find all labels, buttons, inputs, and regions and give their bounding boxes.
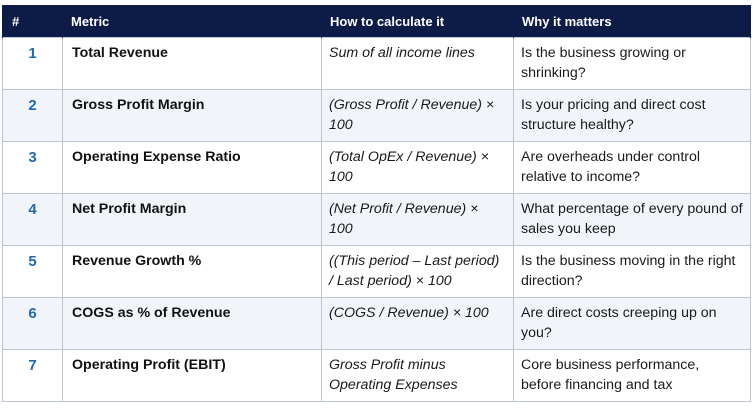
header-number: # bbox=[2, 5, 63, 38]
row-number: 7 bbox=[2, 349, 63, 402]
header-metric: Metric bbox=[62, 5, 322, 38]
why-it-matters: Is the business growing or shrinking? bbox=[513, 37, 751, 90]
row-number: 2 bbox=[2, 89, 63, 142]
metric-name: Total Revenue bbox=[62, 37, 322, 90]
why-it-matters: Is your pricing and direct cost structur… bbox=[513, 89, 751, 142]
calculation-formula: Gross Profit minus Operating Expenses bbox=[321, 349, 514, 402]
why-it-matters: What percentage of every pound of sales … bbox=[513, 193, 751, 246]
why-it-matters: Is the business moving in the right dire… bbox=[513, 245, 751, 298]
calculation-formula: ((This period – Last period) / Last peri… bbox=[321, 245, 514, 298]
calculation-formula: (Gross Profit / Revenue) × 100 bbox=[321, 89, 514, 142]
table-row: 5 Revenue Growth % ((This period – Last … bbox=[2, 245, 751, 298]
why-it-matters: Core business performance, before financ… bbox=[513, 349, 751, 402]
metric-name: Gross Profit Margin bbox=[62, 89, 322, 142]
table-header-row: # Metric How to calculate it Why it matt… bbox=[2, 5, 751, 38]
table-row: 4 Net Profit Margin (Net Profit / Revenu… bbox=[2, 193, 751, 246]
calculation-formula: (Net Profit / Revenue) × 100 bbox=[321, 193, 514, 246]
why-it-matters: Are overheads under control relative to … bbox=[513, 141, 751, 194]
calculation-formula: Sum of all income lines bbox=[321, 37, 514, 90]
metric-name: Net Profit Margin bbox=[62, 193, 322, 246]
calculation-formula: (COGS / Revenue) × 100 bbox=[321, 297, 514, 350]
table-row: 2 Gross Profit Margin (Gross Profit / Re… bbox=[2, 89, 751, 142]
table-row: 7 Operating Profit (EBIT) Gross Profit m… bbox=[2, 349, 751, 402]
row-number: 1 bbox=[2, 37, 63, 90]
table-row: 3 Operating Expense Ratio (Total OpEx / … bbox=[2, 141, 751, 194]
row-number: 3 bbox=[2, 141, 63, 194]
table-row: 1 Total Revenue Sum of all income lines … bbox=[2, 37, 751, 90]
metric-name: Revenue Growth % bbox=[62, 245, 322, 298]
row-number: 4 bbox=[2, 193, 63, 246]
metrics-table: # Metric How to calculate it Why it matt… bbox=[2, 5, 751, 402]
header-how-to-calculate: How to calculate it bbox=[321, 5, 514, 38]
row-number: 5 bbox=[2, 245, 63, 298]
metric-name: Operating Profit (EBIT) bbox=[62, 349, 322, 402]
row-number: 6 bbox=[2, 297, 63, 350]
calculation-formula: (Total OpEx / Revenue) × 100 bbox=[321, 141, 514, 194]
table-row: 6 COGS as % of Revenue (COGS / Revenue) … bbox=[2, 297, 751, 350]
header-why-it-matters: Why it matters bbox=[513, 5, 751, 38]
why-it-matters: Are direct costs creeping up on you? bbox=[513, 297, 751, 350]
metric-name: COGS as % of Revenue bbox=[62, 297, 322, 350]
metric-name: Operating Expense Ratio bbox=[62, 141, 322, 194]
